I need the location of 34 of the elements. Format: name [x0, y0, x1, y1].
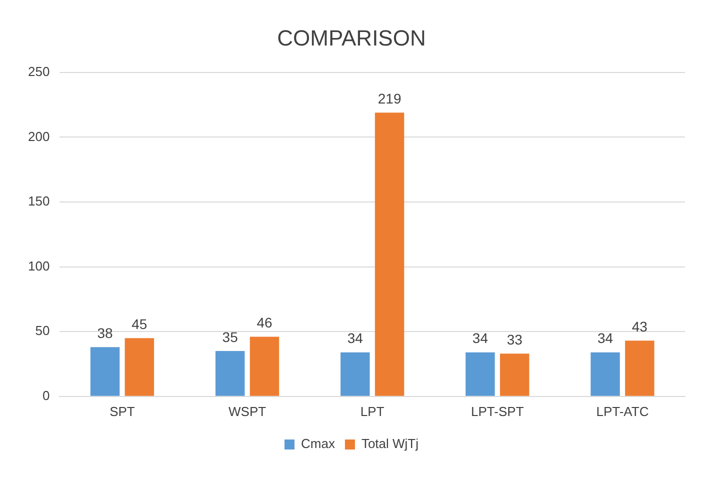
- data-label: 34: [472, 330, 488, 346]
- data-label: 45: [132, 316, 148, 332]
- bar: [500, 354, 530, 396]
- data-label: 43: [632, 318, 648, 335]
- data-label: 34: [347, 330, 364, 346]
- bar: [590, 352, 620, 396]
- data-label: 46: [256, 314, 272, 331]
- bar: [90, 347, 120, 396]
- data-label: 33: [506, 331, 523, 348]
- y-tick-label: 50: [35, 323, 50, 338]
- y-tick-label: 200: [28, 128, 50, 144]
- y-tick-label: 0: [42, 388, 50, 403]
- bar: [250, 336, 280, 396]
- bar: [340, 352, 370, 396]
- data-label: 34: [597, 330, 614, 346]
- x-tick-label: LPT-ATC: [596, 404, 649, 419]
- bar: [124, 338, 154, 396]
- data-label: 219: [378, 90, 402, 106]
- bar: [374, 112, 404, 396]
- data-label: 35: [222, 328, 238, 345]
- y-tick-label: 150: [28, 194, 50, 209]
- x-tick-label: SPT: [110, 404, 135, 419]
- chart-title: COMPARISON: [277, 25, 426, 50]
- y-tick-label: 250: [28, 64, 50, 79]
- bar: [466, 352, 495, 396]
- legend-label: Total WjTj: [361, 436, 419, 452]
- bar: [625, 340, 654, 396]
- legend-label: Cmax: [300, 436, 336, 452]
- data-label: 38: [97, 325, 114, 342]
- bar: [215, 351, 245, 396]
- y-tick-label: 100: [28, 258, 50, 274]
- x-tick-label: LPT: [360, 404, 384, 419]
- x-tick-label: WSPT: [228, 404, 266, 419]
- x-tick-label: LPT-SPT: [471, 404, 524, 419]
